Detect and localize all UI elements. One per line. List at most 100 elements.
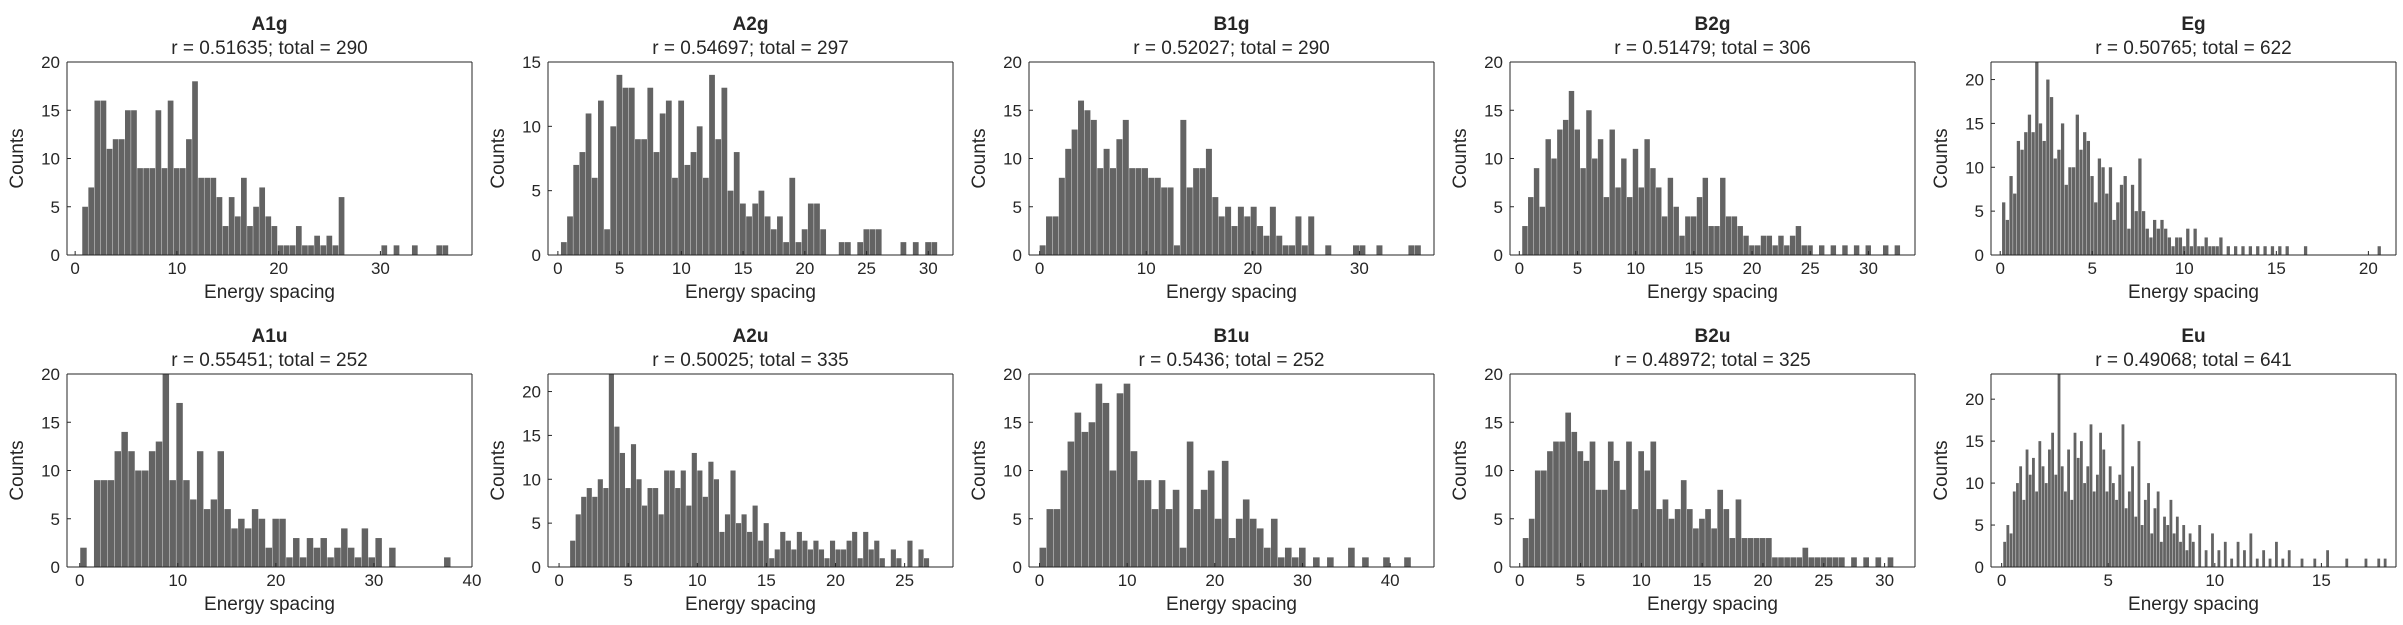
x-tick-label: 5 (623, 571, 632, 590)
histogram-bar (1539, 206, 1546, 255)
histogram-bar (1180, 119, 1187, 256)
histogram-bar (1778, 557, 1784, 567)
histogram-bar (241, 177, 247, 255)
histogram-bar (879, 558, 885, 567)
histogram-bar (2153, 508, 2157, 567)
histogram-bar (586, 488, 592, 567)
chart-panel-b2g: 0 5 10 15 20 25 30 0 5 10 15 20 B2g r = 0.51479; tota… (1450, 14, 1916, 303)
histogram-bar (2248, 246, 2253, 255)
y-tick-label: 20 (1965, 390, 1984, 409)
histogram-bar (1603, 197, 1610, 255)
histogram-bar (1186, 187, 1193, 255)
histogram-bar (2016, 140, 2021, 255)
y-tick-label: 10 (1003, 150, 1022, 169)
histogram-bar (1522, 226, 1528, 255)
x-tick-label: 30 (1350, 259, 1369, 278)
histogram-bar (2197, 246, 2201, 255)
histogram-bar (1199, 168, 1206, 255)
histogram-bar (389, 547, 396, 567)
histogram-bar (2270, 246, 2275, 255)
x-tick-label: 5 (1573, 259, 1582, 278)
histogram-bar (1074, 412, 1082, 567)
histogram-bar (2143, 499, 2147, 567)
x-tick-label: 20 (1754, 571, 1773, 590)
histogram-bar (658, 514, 664, 567)
x-tick-label: 15 (2312, 571, 2331, 590)
histogram-bar (2041, 466, 2045, 567)
histogram-bar (1577, 451, 1584, 567)
histogram-bar (2083, 483, 2086, 567)
histogram-bar (2326, 550, 2329, 567)
histogram-bar (2038, 123, 2043, 255)
histogram-bar (2090, 176, 2094, 255)
x-tick-label: 20 (1743, 259, 1762, 278)
histogram-bar (2236, 541, 2240, 567)
histogram-bar (176, 402, 183, 567)
histogram-bar (283, 245, 290, 255)
histogram-bar (2105, 193, 2109, 255)
histogram-bar (2086, 140, 2091, 255)
x-tick-label: 30 (364, 571, 383, 590)
histogram-bar (234, 216, 241, 255)
histogram-bar (1717, 489, 1724, 567)
histogram-bar (2105, 491, 2109, 567)
histogram-bar (1696, 197, 1703, 255)
x-axis-label: Energy spacing (204, 594, 335, 615)
histogram-bar (2012, 491, 2016, 567)
x-tick-label: 0 (75, 571, 84, 590)
histogram-bar (2060, 466, 2064, 567)
histogram-bar (1644, 139, 1650, 255)
histogram-bar (94, 100, 101, 255)
histogram-bar (2150, 533, 2154, 567)
histogram-bar (2124, 508, 2128, 567)
histogram-bar (247, 226, 253, 255)
histogram-bar (1348, 547, 1355, 567)
histogram-bar (2313, 558, 2317, 567)
histogram-bar (1123, 383, 1131, 567)
histogram-bar (619, 452, 626, 567)
histogram-bar (752, 505, 758, 567)
histogram-bar (2175, 516, 2179, 567)
x-tick-label: 10 (688, 571, 707, 590)
histogram-bar (135, 470, 142, 567)
histogram-bar (1741, 538, 1748, 567)
histogram-bar (2243, 550, 2246, 567)
histogram-bar (2383, 558, 2387, 567)
chart-panel-a1u: 0 10 20 30 40 0 5 10 15 20 A1u r = 0.55451; total =… (7, 326, 481, 615)
histogram-bar (709, 74, 715, 256)
histogram-bar (1609, 129, 1615, 255)
histogram-bar (2130, 184, 2135, 255)
histogram-bar (857, 242, 864, 255)
histogram-bar (2003, 541, 2007, 567)
y-axis-label: Counts (969, 440, 990, 500)
x-tick-label: 25 (1814, 571, 1833, 590)
histogram-bar (2112, 219, 2116, 255)
x-axis-label: Energy spacing (1647, 594, 1778, 615)
histogram-bar (1626, 441, 1632, 567)
histogram-bar (1673, 206, 1679, 255)
histogram-bar (758, 190, 765, 255)
histogram-bar (573, 164, 580, 255)
histogram-bar (2169, 499, 2173, 567)
histogram-bar (1795, 226, 1802, 255)
histogram-bar (1589, 441, 1596, 567)
histogram-bar (1130, 451, 1138, 567)
histogram-bar (295, 226, 302, 255)
histogram-bar (2127, 228, 2131, 255)
histogram-bar (2131, 466, 2134, 567)
histogram-bar (2211, 246, 2216, 255)
histogram-bar (80, 547, 87, 567)
histogram-bar (918, 549, 924, 567)
x-tick-label: 20 (269, 259, 288, 278)
y-tick-label: 5 (1013, 198, 1022, 217)
histogram-bar (2241, 246, 2245, 255)
histogram-bar (570, 540, 576, 567)
histogram-bar (802, 540, 808, 567)
y-tick-label: 10 (522, 117, 541, 136)
histogram-bar (2156, 228, 2160, 255)
y-tick-label: 5 (1013, 510, 1022, 529)
histogram-bar (1650, 441, 1657, 567)
histogram-bar (148, 451, 156, 567)
histogram-bar (2134, 211, 2138, 255)
histogram-bar (114, 451, 122, 567)
